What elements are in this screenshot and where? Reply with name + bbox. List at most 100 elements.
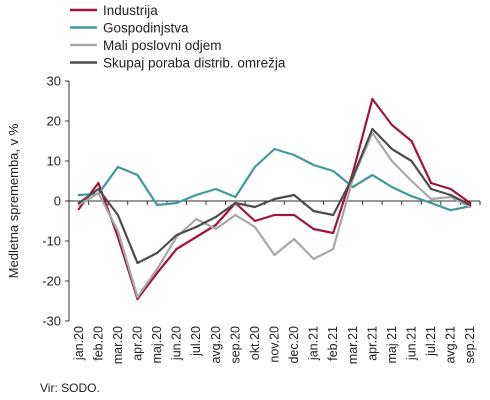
plot-area <box>77 97 472 301</box>
y-tick-label: 20 <box>47 114 61 129</box>
x-tick-label: okt.20 <box>248 326 262 360</box>
y-tick-label: 30 <box>47 74 61 89</box>
x-tick-label: mar.21 <box>346 326 360 364</box>
data-point <box>273 147 276 151</box>
data-point <box>410 159 413 163</box>
data-point <box>430 181 433 185</box>
x-tick-label: nov.20 <box>268 326 282 363</box>
x-tick-label: apr.20 <box>131 326 145 361</box>
data-point <box>136 295 139 299</box>
data-point <box>469 205 472 209</box>
data-point <box>410 179 413 183</box>
data-point <box>77 201 80 205</box>
data-point <box>430 197 433 201</box>
x-tick-label: jan.20 <box>72 326 86 361</box>
data-point <box>293 213 296 217</box>
data-point <box>332 169 335 173</box>
legend-label: Industrija <box>103 3 158 18</box>
data-point <box>371 173 374 177</box>
data-point <box>410 139 413 143</box>
data-point <box>156 271 159 275</box>
x-tick-label: feb.20 <box>91 326 105 361</box>
y-tick-label: -20 <box>42 274 61 289</box>
data-point <box>312 209 315 213</box>
data-point <box>234 201 237 205</box>
x-tick-label: jun.20 <box>170 326 184 361</box>
legend-label: Gospodinjstva <box>103 21 189 36</box>
data-point <box>430 187 433 191</box>
data-point <box>77 203 80 207</box>
data-point <box>77 193 80 197</box>
data-point <box>390 185 393 189</box>
data-point <box>273 213 276 217</box>
data-point <box>214 223 217 227</box>
data-point <box>195 225 198 229</box>
data-point <box>390 159 393 163</box>
data-point <box>214 227 217 231</box>
data-point <box>195 235 198 239</box>
data-point <box>253 219 256 223</box>
x-tick-label: sep.21 <box>463 326 477 364</box>
x-tick-label: dec.20 <box>287 326 301 364</box>
data-point <box>469 203 472 207</box>
data-point <box>449 187 452 191</box>
data-point <box>253 225 256 229</box>
data-point <box>175 233 178 237</box>
data-point <box>351 185 354 189</box>
data-point <box>410 195 413 198</box>
data-point <box>156 203 159 207</box>
data-point <box>273 197 276 201</box>
data-point <box>312 257 315 261</box>
data-point <box>234 195 237 199</box>
x-tick-label: jul.20 <box>189 326 203 357</box>
data-point <box>175 247 178 251</box>
data-point <box>214 187 217 191</box>
data-point <box>77 207 80 211</box>
x-tick-label: apr.21 <box>365 326 379 361</box>
data-point <box>136 173 139 177</box>
data-point <box>449 193 452 197</box>
data-point <box>293 153 296 157</box>
data-point <box>371 97 374 101</box>
data-point <box>293 193 296 197</box>
data-point <box>136 261 139 265</box>
data-point <box>273 253 276 257</box>
data-point <box>195 193 198 197</box>
data-point <box>253 205 256 209</box>
data-point <box>312 163 315 167</box>
x-tick-label: avg.20 <box>209 326 223 364</box>
data-point <box>97 181 100 185</box>
data-point <box>332 231 335 235</box>
data-point <box>97 187 100 191</box>
data-point <box>116 213 119 217</box>
data-point <box>351 175 354 179</box>
data-point <box>116 165 119 169</box>
y-tick-label: -10 <box>42 234 61 249</box>
data-point <box>214 215 217 219</box>
legend-label: Skupaj poraba distrib. omrežja <box>103 56 286 71</box>
y-axis: -30 -20 -10 0 10 20 30 <box>42 74 70 329</box>
data-point <box>312 227 315 231</box>
data-point <box>136 297 139 301</box>
x-tick-label: avg.21 <box>444 326 458 364</box>
data-point <box>449 209 452 212</box>
data-point <box>332 247 335 251</box>
x-tick-label: jun.21 <box>405 326 419 361</box>
data-point <box>332 213 335 217</box>
data-point <box>390 147 393 151</box>
x-tick-label: jul.21 <box>424 326 438 357</box>
x-axis: jan.20 feb.20 mar.20 apr.20 maj.20 jun.20 jul.… <box>68 200 481 364</box>
y-tick-label: 10 <box>47 154 61 169</box>
data-point <box>234 213 237 217</box>
data-point <box>293 237 296 241</box>
x-tick-label: feb.21 <box>326 326 340 361</box>
data-point <box>175 201 178 205</box>
y-axis-label: Medletna sprememba, v % <box>6 123 21 278</box>
chart-legend: Industrija Gospodinjstva Mali poslovni odj… <box>70 3 286 71</box>
y-tick-label: 0 <box>54 194 61 209</box>
x-tick-label: maj.20 <box>150 326 164 364</box>
data-point <box>390 123 393 127</box>
y-tick-label: -30 <box>42 314 61 329</box>
legend-label: Mali poslovni odjem <box>103 38 222 53</box>
